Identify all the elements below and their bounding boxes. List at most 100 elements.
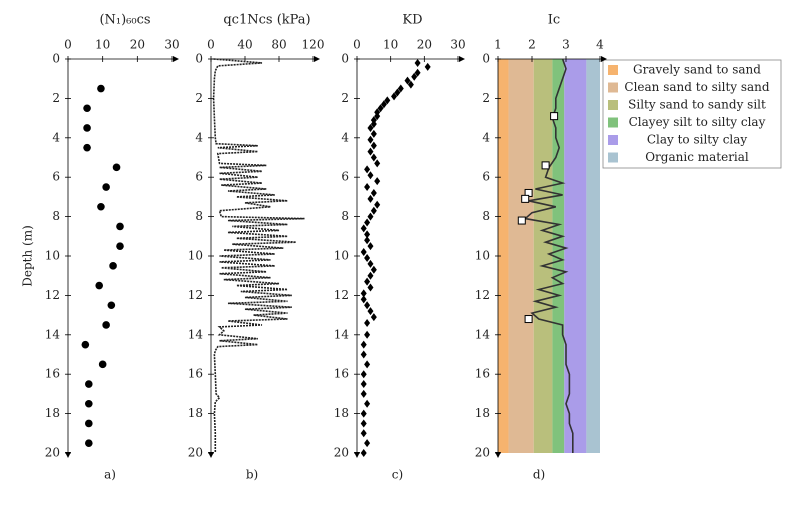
point <box>367 259 374 268</box>
x-tick-label: 40 <box>237 38 252 52</box>
y-tick-label: 20 <box>45 446 60 460</box>
y-tick-label: 18 <box>188 406 203 420</box>
point <box>370 206 377 215</box>
y-tick-label: 12 <box>334 288 349 302</box>
point <box>367 135 374 144</box>
point <box>367 123 374 132</box>
legend-label: Organic material <box>645 150 749 164</box>
x-tick-label: 20 <box>130 38 145 52</box>
marker-square <box>541 161 550 170</box>
zone-band <box>552 59 565 453</box>
legend-swatch <box>608 152 618 163</box>
caption: c) <box>392 468 403 482</box>
point <box>380 100 387 109</box>
legend-label: Silty sand to sandy silt <box>628 98 766 112</box>
point <box>360 295 367 304</box>
x-tick-label: 1 <box>494 38 502 52</box>
zone-band <box>533 59 553 453</box>
zone-band <box>498 59 509 453</box>
point <box>112 163 121 172</box>
point <box>85 419 93 428</box>
zone-band <box>586 59 600 453</box>
point <box>370 313 377 322</box>
point <box>364 277 371 286</box>
point <box>360 429 367 438</box>
y-tick-label: 18 <box>45 406 60 420</box>
point <box>370 188 377 197</box>
y-tick-label: 2 <box>482 91 490 105</box>
y-tick-label: 2 <box>52 91 60 105</box>
point <box>85 380 93 388</box>
x-tick-label: 30 <box>450 38 465 52</box>
y-axis-label: Depth (m) <box>21 225 35 287</box>
y-tick-label: 14 <box>334 327 350 341</box>
chart-title: KD <box>402 13 422 28</box>
point <box>83 104 91 113</box>
point <box>367 147 374 156</box>
point <box>364 165 371 174</box>
point <box>360 419 367 428</box>
y-tick-label: 4 <box>52 130 60 144</box>
point <box>360 449 367 457</box>
point <box>384 96 391 105</box>
point <box>109 262 117 270</box>
y-tick-label: 18 <box>475 406 490 420</box>
y-tick-label: 20 <box>475 446 490 460</box>
point <box>367 271 374 280</box>
y-tick-label: 4 <box>195 130 203 144</box>
y-tick-label: 16 <box>334 367 349 381</box>
y-tick-label: 8 <box>52 209 60 223</box>
x-axis-arrow <box>601 56 607 62</box>
point <box>394 88 401 97</box>
x-tick-label: 0 <box>353 38 361 52</box>
point <box>364 301 371 310</box>
point <box>83 143 91 152</box>
x-axis-arrow <box>173 56 179 62</box>
marker-square <box>524 315 533 324</box>
legend-swatch <box>608 82 618 93</box>
point <box>367 212 374 221</box>
y-tick-label: 18 <box>334 406 349 420</box>
legend-swatch <box>608 100 618 110</box>
marker-square <box>521 194 530 203</box>
y-axis-arrow <box>65 452 71 458</box>
x-tick-label: 80 <box>271 38 286 52</box>
point <box>364 183 371 192</box>
y-tick-label: 8 <box>341 209 349 223</box>
point <box>116 242 124 250</box>
y-tick-label: 10 <box>334 249 349 263</box>
marker-square <box>550 112 559 121</box>
point <box>360 248 367 257</box>
y-tick-label: 14 <box>475 327 491 341</box>
chart-title: qc1Ncs (kPa) <box>223 13 310 28</box>
point <box>414 58 421 67</box>
point <box>424 62 431 71</box>
point <box>367 283 374 292</box>
y-tick-label: 10 <box>45 249 60 263</box>
y-tick-label: 14 <box>188 327 204 341</box>
y-tick-label: 14 <box>45 327 61 341</box>
point <box>107 301 116 310</box>
y-tick-label: 12 <box>45 288 60 302</box>
y-tick-label: 16 <box>45 367 60 381</box>
x-tick-label: 30 <box>164 38 179 52</box>
point <box>374 112 381 121</box>
legend-swatch <box>608 65 618 75</box>
point <box>377 104 384 113</box>
y-tick-label: 0 <box>341 52 349 66</box>
chart-title: Ic <box>548 13 560 28</box>
point <box>364 236 371 245</box>
point <box>370 265 377 274</box>
y-tick-label: 2 <box>195 91 203 105</box>
y-tick-label: 12 <box>188 288 203 302</box>
y-tick-label: 6 <box>482 170 490 184</box>
y-axis-arrow <box>495 452 501 458</box>
point <box>364 253 371 262</box>
point <box>364 330 371 339</box>
point <box>102 183 110 191</box>
caption: b) <box>246 468 258 482</box>
legend-box <box>602 59 782 169</box>
y-tick-label: 20 <box>334 446 349 460</box>
point <box>364 360 371 369</box>
